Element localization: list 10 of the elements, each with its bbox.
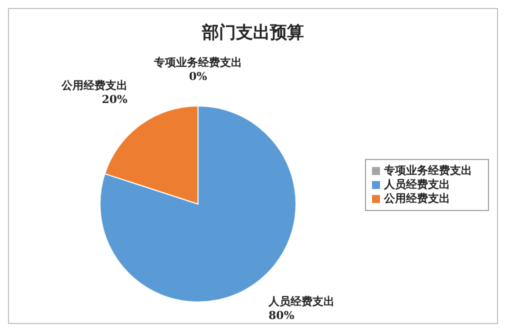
chart-title: 部门支出预算 <box>200 22 305 45</box>
category-label: 专项业务经费支出 <box>154 56 242 69</box>
data-label: 20% <box>102 92 128 106</box>
slice-label: 人员经费支出 <box>268 295 335 308</box>
text: 0% <box>188 70 208 83</box>
slice-label: 公用经费支出 <box>60 78 128 92</box>
legend-label: 专项业务经费支出 <box>384 164 472 177</box>
legend-label: 公用经费支出 <box>384 192 450 205</box>
data-label: 80% <box>268 309 295 322</box>
legend-label: 人员经费支出 <box>384 178 450 191</box>
